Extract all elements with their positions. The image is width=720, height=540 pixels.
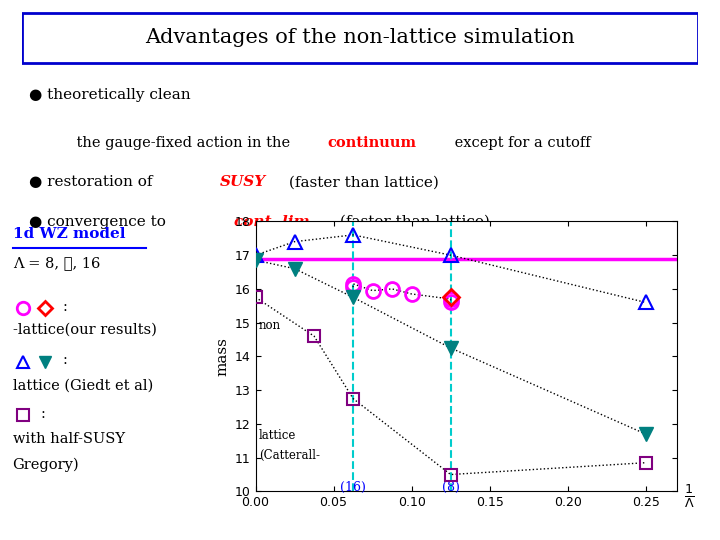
Text: Λ = 8, ⋯, 16: Λ = 8, ⋯, 16 <box>13 256 100 271</box>
Text: (faster than lattice): (faster than lattice) <box>335 214 490 228</box>
Text: ● convergence to: ● convergence to <box>29 214 171 228</box>
Text: (16): (16) <box>340 481 366 494</box>
Text: 1d WZ model: 1d WZ model <box>13 227 125 241</box>
Text: :: : <box>40 407 45 421</box>
Text: except for a cutoff: except for a cutoff <box>450 136 590 150</box>
Text: -lattice(our results): -lattice(our results) <box>13 322 156 336</box>
Text: (faster than lattice): (faster than lattice) <box>284 175 439 189</box>
Text: ● restoration of: ● restoration of <box>29 175 157 189</box>
Y-axis label: mass: mass <box>215 337 229 376</box>
Text: :: : <box>63 300 68 314</box>
Text: SUSY: SUSY <box>220 175 266 189</box>
Text: continuum: continuum <box>328 136 417 150</box>
Text: with half-SUSY: with half-SUSY <box>13 432 125 446</box>
Text: non: non <box>258 319 281 332</box>
Text: (Catterall-: (Catterall- <box>258 449 320 462</box>
Text: lattice (Giedt et al): lattice (Giedt et al) <box>13 379 153 393</box>
Text: the gauge-fixed action in the: the gauge-fixed action in the <box>58 136 294 150</box>
Text: :: : <box>63 353 68 367</box>
Text: (8): (8) <box>441 481 459 494</box>
Text: Gregory): Gregory) <box>13 457 79 471</box>
Text: ● theoretically clean: ● theoretically clean <box>29 87 190 102</box>
Text: cont. lim.: cont. lim. <box>234 214 315 228</box>
Text: $\frac{1}{\Lambda}$: $\frac{1}{\Lambda}$ <box>685 482 695 510</box>
Text: Advantages of the non-lattice simulation: Advantages of the non-lattice simulation <box>145 28 575 48</box>
Text: lattice: lattice <box>258 429 296 442</box>
FancyBboxPatch shape <box>22 13 698 63</box>
